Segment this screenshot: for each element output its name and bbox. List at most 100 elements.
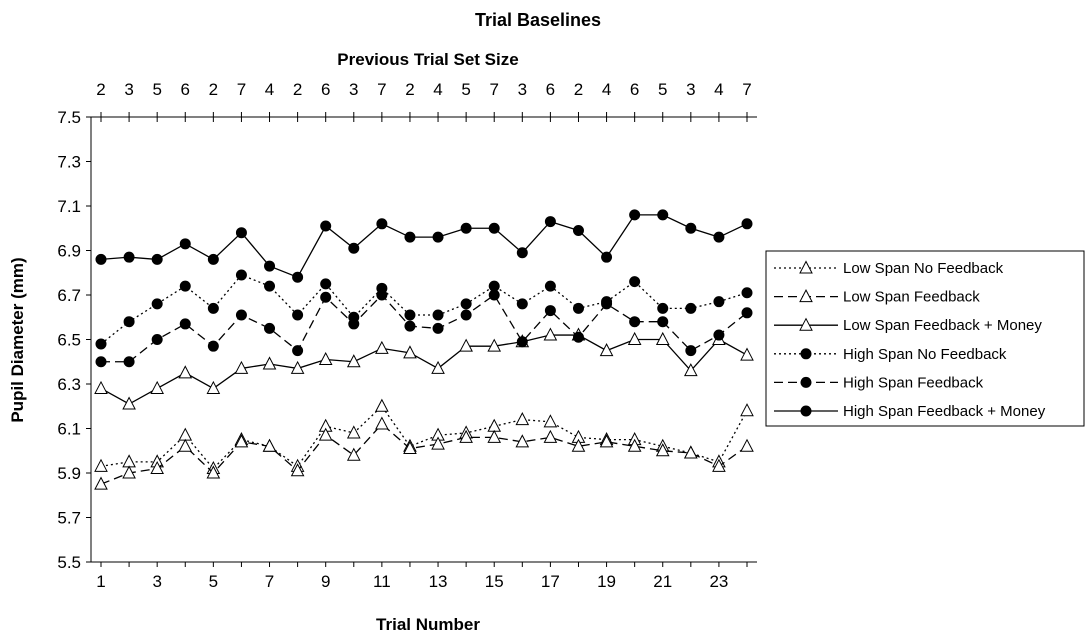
data-point	[207, 302, 219, 314]
data-point	[264, 322, 276, 334]
data-point	[262, 438, 277, 452]
y-tick-label: 6.1	[57, 420, 81, 439]
data-point	[178, 427, 193, 441]
legend-item: Low Span Feedback	[774, 289, 980, 306]
series-4	[95, 269, 753, 350]
data-point	[516, 247, 528, 259]
series-line	[100, 423, 748, 485]
data-point	[572, 302, 584, 314]
top-tick-label: 4	[602, 80, 611, 99]
y-tick-labels: 5.5 5.7 5.9 6.1 6.3 6.5 6.7 6.9 7.1 7.3 7.5	[57, 108, 81, 572]
top-tick-label: 3	[518, 80, 527, 99]
data-point	[178, 365, 193, 379]
data-point	[629, 209, 641, 221]
data-point	[685, 345, 697, 357]
data-point	[741, 287, 753, 299]
chart-title: Trial Baselines	[475, 10, 601, 30]
data-point	[235, 269, 247, 281]
data-point	[544, 216, 556, 228]
y-tick-label: 5.5	[57, 553, 81, 572]
data-point	[431, 436, 445, 450]
data-point	[657, 302, 669, 314]
y-axis-title: Pupil Diameter (mm)	[8, 257, 27, 422]
legend-swatch-marker	[800, 376, 812, 388]
data-point	[655, 443, 670, 457]
data-point	[95, 338, 107, 350]
data-point	[432, 231, 444, 243]
series-5	[95, 289, 753, 368]
data-point	[320, 220, 332, 232]
data-point	[376, 289, 388, 301]
data-point	[403, 440, 417, 455]
series-line	[100, 405, 748, 470]
y-tick-label: 5.9	[57, 464, 81, 483]
data-point	[572, 224, 584, 236]
data-point	[292, 271, 304, 283]
x-tick-labels: 1 3 5 7 9 11 13 15 17 19 21 23	[96, 572, 728, 591]
x-tick-label: 7	[265, 572, 274, 591]
data-point	[235, 309, 247, 321]
series-line	[100, 214, 748, 279]
data-point	[684, 445, 698, 459]
data-point	[713, 329, 725, 341]
top-tick-label: 7	[489, 80, 498, 99]
top-tick-label: 2	[209, 80, 218, 99]
data-point	[150, 460, 164, 475]
y-tick-label: 7.1	[57, 197, 81, 216]
x-tick-label: 3	[152, 572, 161, 591]
top-tick-label: 4	[714, 80, 723, 99]
data-point	[123, 316, 135, 328]
data-point	[404, 309, 416, 321]
data-point	[544, 280, 556, 292]
data-point	[348, 242, 360, 254]
data-point	[684, 363, 698, 377]
axes	[86, 112, 757, 567]
top-tick-label: 3	[349, 80, 358, 99]
data-point	[431, 360, 445, 374]
data-point	[460, 298, 472, 310]
data-point	[292, 309, 304, 321]
data-point	[94, 380, 108, 394]
data-point	[264, 260, 276, 272]
data-point	[740, 403, 754, 417]
legend-box	[765, 250, 1085, 427]
x-tick-label: 21	[653, 572, 672, 591]
top-tick-label: 4	[433, 80, 442, 99]
data-point	[151, 298, 163, 310]
data-point	[599, 343, 614, 357]
series-6	[95, 209, 753, 283]
data-point	[627, 331, 642, 345]
data-point	[150, 380, 164, 394]
x-tick-label: 9	[321, 572, 330, 591]
data-point	[122, 454, 136, 468]
data-point	[346, 447, 361, 461]
top-tick-label: 7	[377, 80, 386, 99]
top-tick-label: 7	[742, 80, 751, 99]
top-tick-label: 7	[237, 80, 246, 99]
data-point	[516, 298, 528, 310]
top-tick-label: 2	[405, 80, 414, 99]
y-tick-label: 7.3	[57, 153, 81, 172]
x-tick-label: 19	[597, 572, 616, 591]
x-tick-label: 1	[96, 572, 105, 591]
data-point	[629, 276, 641, 288]
data-point	[348, 318, 360, 330]
series-1	[94, 398, 754, 475]
data-point	[95, 356, 107, 368]
data-point	[179, 318, 191, 330]
data-point	[712, 458, 726, 472]
data-point	[629, 316, 641, 328]
data-point	[515, 434, 530, 448]
data-point	[459, 429, 473, 443]
legend-label: High Span Feedback	[843, 374, 984, 391]
data-point	[599, 434, 614, 448]
data-point	[376, 218, 388, 230]
data-point	[487, 418, 502, 432]
top-tick-label: 3	[686, 80, 695, 99]
data-point	[318, 427, 333, 441]
top-axis-title: Previous Trial Set Size	[337, 50, 518, 69]
data-point	[122, 465, 136, 479]
data-point	[488, 222, 500, 234]
top-tick-label: 2	[96, 80, 105, 99]
